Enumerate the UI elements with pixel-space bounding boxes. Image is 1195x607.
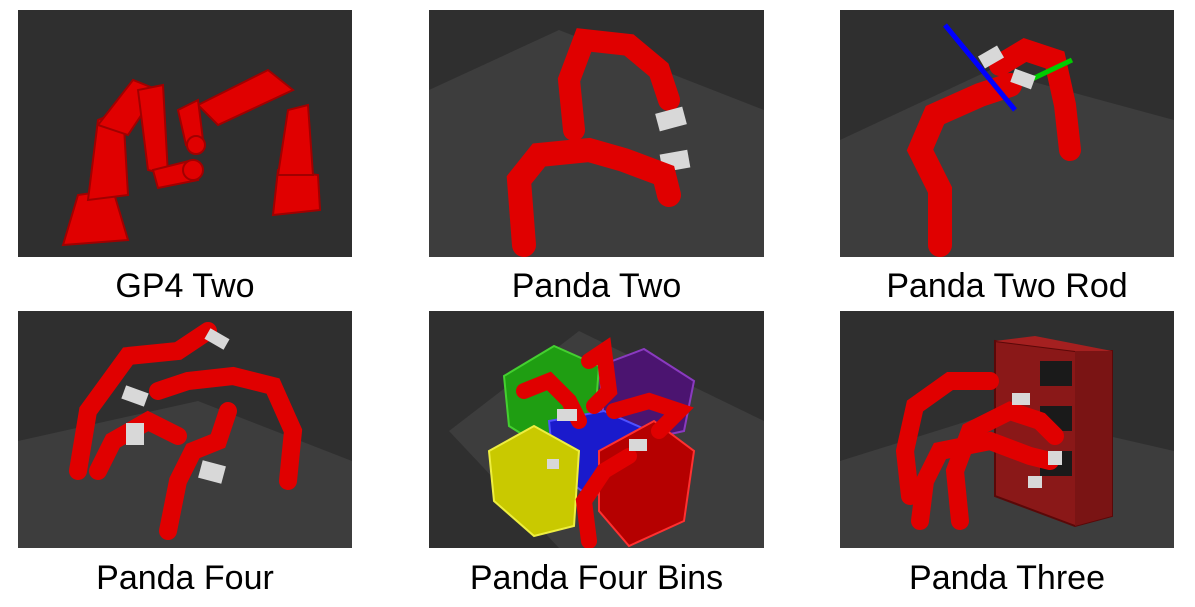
- robot-arm-right: [989, 37, 1081, 161]
- panel-panda-two-rod: [840, 10, 1174, 257]
- caption: GP4 Two: [115, 267, 255, 305]
- scene-panda-four-bins: [449, 331, 764, 548]
- robot-arm-right: [176, 68, 322, 217]
- caption: Panda Three: [909, 559, 1105, 597]
- gripper: [977, 45, 1036, 90]
- caption: Panda Four: [96, 559, 274, 597]
- robot-arms: [895, 372, 1064, 530]
- gripper: [1012, 393, 1062, 488]
- scene-panda-three: [840, 336, 1174, 548]
- scene-panda-two-rod: [840, 23, 1174, 257]
- caption: Panda Two Rod: [886, 267, 1128, 305]
- scene-panda-two: [429, 28, 764, 257]
- panel-gp4-two: [18, 10, 352, 257]
- gripper: [121, 328, 230, 484]
- panel-panda-three: [840, 311, 1174, 548]
- gripper: [547, 409, 647, 469]
- scene-panda-four: [18, 322, 352, 548]
- rod-green: [1028, 57, 1074, 83]
- rod-blue: [943, 23, 1017, 112]
- robot-arm-left: [906, 73, 1022, 257]
- robot-arm-bottom: [506, 137, 681, 257]
- panel-panda-four-bins: [429, 311, 764, 548]
- bin-yellow: [487, 424, 581, 538]
- robot-arm-left: [61, 78, 204, 247]
- scene-gp4-two: [61, 68, 322, 247]
- caption: Panda Two: [511, 267, 682, 305]
- caption: Panda Four Bins: [469, 559, 724, 597]
- robot-arm-top: [557, 28, 680, 141]
- panel-panda-four: [18, 311, 352, 548]
- panel-panda-two: [429, 10, 764, 257]
